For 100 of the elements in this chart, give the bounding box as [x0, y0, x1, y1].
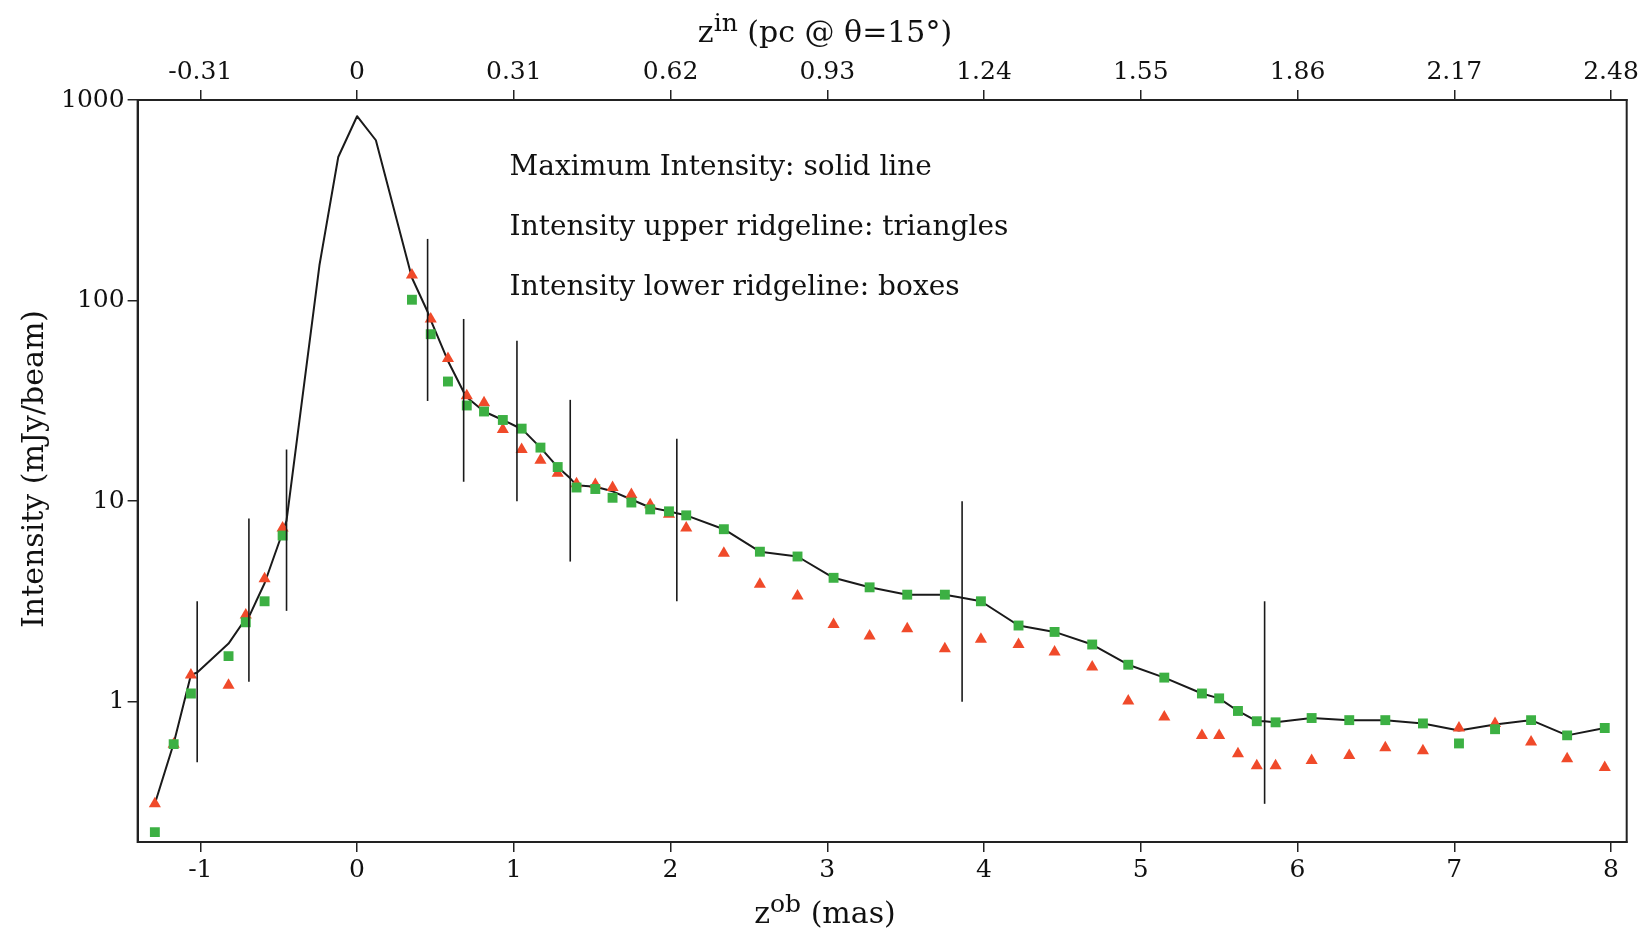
point [1122, 693, 1135, 705]
point [1379, 740, 1392, 752]
point [681, 510, 692, 521]
point [149, 827, 160, 838]
point [680, 521, 693, 532]
point [606, 480, 619, 492]
x2-tick-label: 0.93 [799, 55, 856, 85]
point [863, 628, 876, 640]
point [185, 688, 196, 699]
point [1416, 743, 1429, 755]
point [626, 497, 637, 508]
point [1598, 760, 1611, 772]
x2-tick-label: 0 [349, 55, 366, 85]
point [590, 484, 601, 494]
point [405, 268, 418, 279]
point [1344, 715, 1355, 726]
point [1086, 660, 1099, 671]
point [1159, 672, 1170, 683]
point [1049, 626, 1060, 637]
y-tick-label: 100 [76, 284, 125, 314]
point [607, 492, 618, 503]
point [828, 572, 839, 583]
point [1087, 639, 1098, 650]
x-axis-title: z$^{ob}$ (mas) [753, 889, 897, 930]
point [974, 632, 987, 643]
point [753, 577, 766, 588]
x2-tick-label: 1.55 [1112, 55, 1169, 85]
point [1214, 693, 1225, 704]
point [1526, 715, 1537, 726]
point [864, 582, 875, 593]
annotation: Intensity lower ridgeline: boxes [509, 269, 960, 303]
point [1599, 723, 1610, 733]
point [939, 589, 950, 600]
point [1452, 721, 1466, 732]
point [718, 524, 729, 535]
point [552, 462, 563, 472]
point [1231, 746, 1245, 758]
y-axis-title: Intensity (mJy/beam) [14, 309, 50, 629]
point [1490, 724, 1500, 735]
point [1270, 717, 1281, 728]
x-tick-label: 4 [976, 853, 992, 883]
point [1213, 728, 1226, 739]
x-tick-label: 2 [662, 853, 679, 883]
point [497, 415, 508, 425]
x-tick-label: 6 [1289, 853, 1306, 883]
point [1251, 716, 1262, 727]
x2-tick-label: 0.62 [642, 55, 699, 85]
point [1306, 713, 1317, 723]
point [645, 504, 656, 515]
point [406, 294, 417, 305]
point [901, 621, 914, 633]
x-tick-label: 7 [1446, 853, 1463, 883]
point [1417, 718, 1428, 729]
point [1123, 659, 1134, 670]
point [975, 596, 986, 607]
point [441, 351, 455, 362]
point [222, 678, 235, 689]
point [1562, 730, 1573, 741]
point [259, 596, 270, 607]
annotation: Intensity upper ridgeline: triangles [509, 209, 1009, 243]
x2-tick-label: 0.31 [485, 55, 542, 85]
x-tick-label: 5 [1132, 853, 1149, 883]
x2-tick-label: 1.24 [956, 55, 1012, 85]
point [1269, 758, 1282, 770]
point [717, 546, 730, 557]
point [1233, 706, 1243, 716]
point [754, 546, 765, 557]
point [1158, 709, 1171, 721]
point [1525, 735, 1538, 746]
point [1012, 637, 1025, 649]
point [184, 668, 197, 679]
x-tick-label: 3 [819, 853, 836, 883]
point [1305, 753, 1318, 764]
x-tick-label: -1 [188, 853, 213, 883]
x2-tick-label: 1.86 [1269, 55, 1326, 85]
point [1195, 728, 1208, 739]
point [223, 651, 234, 662]
point [1196, 688, 1207, 699]
y-tick-label: 1 [108, 685, 125, 715]
point [1561, 751, 1574, 763]
x2-tick-label: 2.48 [1583, 55, 1639, 85]
point [535, 442, 546, 453]
point [1380, 715, 1391, 726]
y-tick-label: 10 [92, 484, 125, 514]
y-tick-label: 1000 [61, 83, 125, 113]
point [625, 487, 638, 498]
point [1343, 748, 1356, 759]
point [443, 376, 453, 387]
point [827, 617, 840, 628]
x-tick-label: 8 [1603, 853, 1619, 883]
point [477, 395, 491, 407]
point [1250, 758, 1263, 770]
x-tick-label: 0 [349, 853, 366, 883]
point [258, 571, 271, 583]
x2-axis-title: z$^{in}$ (pc @ θ=15°) [696, 8, 954, 49]
point [425, 329, 436, 340]
x2-tick-label: 2.17 [1426, 55, 1483, 85]
point [791, 588, 804, 600]
x-tick-label: 1 [505, 853, 522, 883]
x2-tick-label: -0.31 [168, 55, 233, 85]
